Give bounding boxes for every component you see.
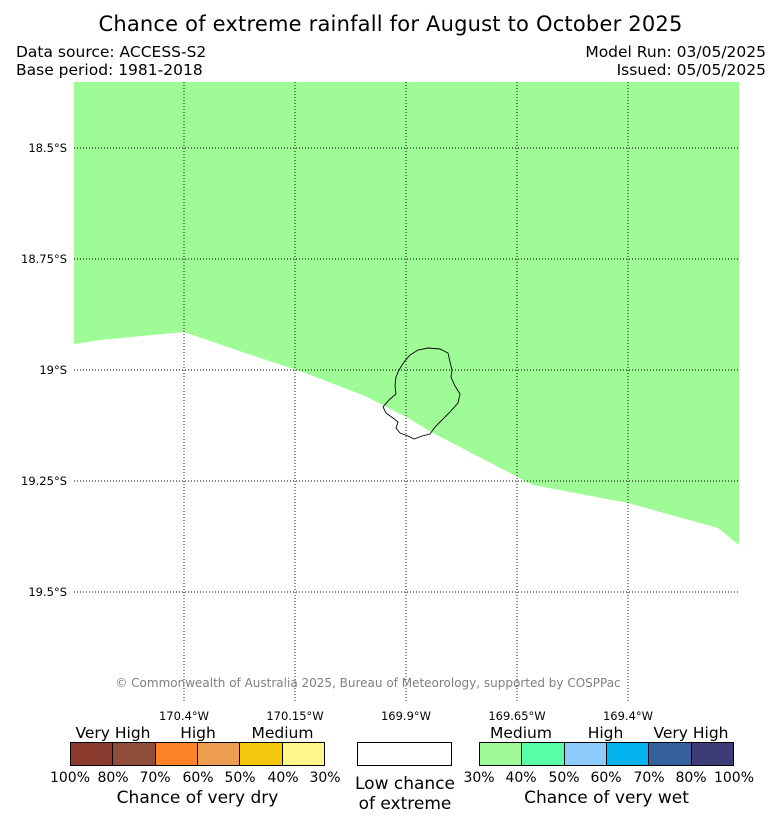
wet-swatch-50-60 xyxy=(563,743,606,765)
dry-tick-100: 100% xyxy=(49,770,91,786)
dry-tick-50: 50% xyxy=(224,770,256,786)
dry-caption: Chance of very dry xyxy=(116,788,279,808)
lon-label-169-4: 169.4°W xyxy=(602,709,654,723)
wet-level-high: High xyxy=(587,724,624,742)
dry-tick-60: 60% xyxy=(182,770,214,786)
neutral-colorbar xyxy=(357,742,452,766)
wet-caption: Chance of very wet xyxy=(524,788,689,808)
wet-swatch-70-80 xyxy=(648,743,691,765)
dry-swatch-50-40 xyxy=(239,743,282,765)
meta-left: Data source: ACCESS-S2 Base period: 1981… xyxy=(16,43,206,79)
wet-level-very-high: Very High xyxy=(653,724,729,742)
dry-swatch-80-70 xyxy=(112,743,155,765)
lat-label-19-25: 19.25°S xyxy=(21,474,67,488)
lon-label-169-65: 169.65°W xyxy=(488,709,546,723)
neutral-caption-line2: of extreme xyxy=(358,794,452,814)
lat-label-18-75: 18.75°S xyxy=(21,252,67,266)
graticule xyxy=(74,82,739,702)
dry-level-very-high: Very High xyxy=(75,724,151,742)
model-run: Model Run: 03/05/2025 xyxy=(585,43,766,61)
dry-tick-80: 80% xyxy=(97,770,129,786)
wet-swatch-80-100 xyxy=(690,743,733,765)
dry-colorbar xyxy=(70,742,325,766)
wet-tick-60: 60% xyxy=(590,770,622,786)
lon-label-170-15: 170.15°W xyxy=(266,709,324,723)
wet-swatch-40-50 xyxy=(521,743,564,765)
lat-label-19: 19°S xyxy=(39,363,67,377)
neutral-caption-line1: Low chance xyxy=(355,774,455,794)
chart-title: Chance of extreme rainfall for August to… xyxy=(98,12,683,36)
wet-swatch-30-40 xyxy=(480,743,522,765)
island-outline xyxy=(382,347,461,440)
copyright-notice: © Commonwealth of Australia 2025, Bureau… xyxy=(115,676,621,690)
data-source: Data source: ACCESS-S2 xyxy=(16,43,207,61)
wet-level-medium: Medium xyxy=(490,724,552,742)
issued-date: Issued: 05/05/2025 xyxy=(616,61,766,79)
neutral-caption: Low chance of extreme xyxy=(340,774,470,814)
dry-swatch-70-60 xyxy=(154,743,197,765)
wet-colorbar xyxy=(479,742,734,766)
dry-tick-30: 30% xyxy=(309,770,341,786)
neutral-swatch xyxy=(358,743,451,765)
wet-tick-30: 30% xyxy=(463,770,495,786)
lat-label-19-5: 19.5°S xyxy=(28,585,67,599)
wet-region xyxy=(74,82,739,545)
wet-tick-70: 70% xyxy=(633,770,665,786)
dry-tick-70: 70% xyxy=(139,770,171,786)
meta-right: Model Run: 03/05/2025 Issued: 05/05/2025 xyxy=(585,43,766,79)
dry-level-high: High xyxy=(180,724,216,742)
wet-tick-100: 100% xyxy=(713,770,755,786)
wet-swatch-60-70 xyxy=(605,743,649,765)
dry-swatch-100-80 xyxy=(71,743,113,765)
dry-swatch-40-30 xyxy=(281,743,324,765)
base-period: Base period: 1981-2018 xyxy=(16,61,203,79)
wet-tick-80: 80% xyxy=(675,770,707,786)
wet-tick-50: 50% xyxy=(548,770,580,786)
dry-level-medium: Medium xyxy=(251,724,314,742)
lon-label-170-4: 170.4°W xyxy=(158,709,210,723)
wet-tick-40: 40% xyxy=(505,770,537,786)
dry-tick-40: 40% xyxy=(267,770,299,786)
lat-label-18-5: 18.5°S xyxy=(28,141,67,155)
lon-label-169-9: 169.9°W xyxy=(380,709,432,723)
dry-swatch-60-50 xyxy=(196,743,240,765)
